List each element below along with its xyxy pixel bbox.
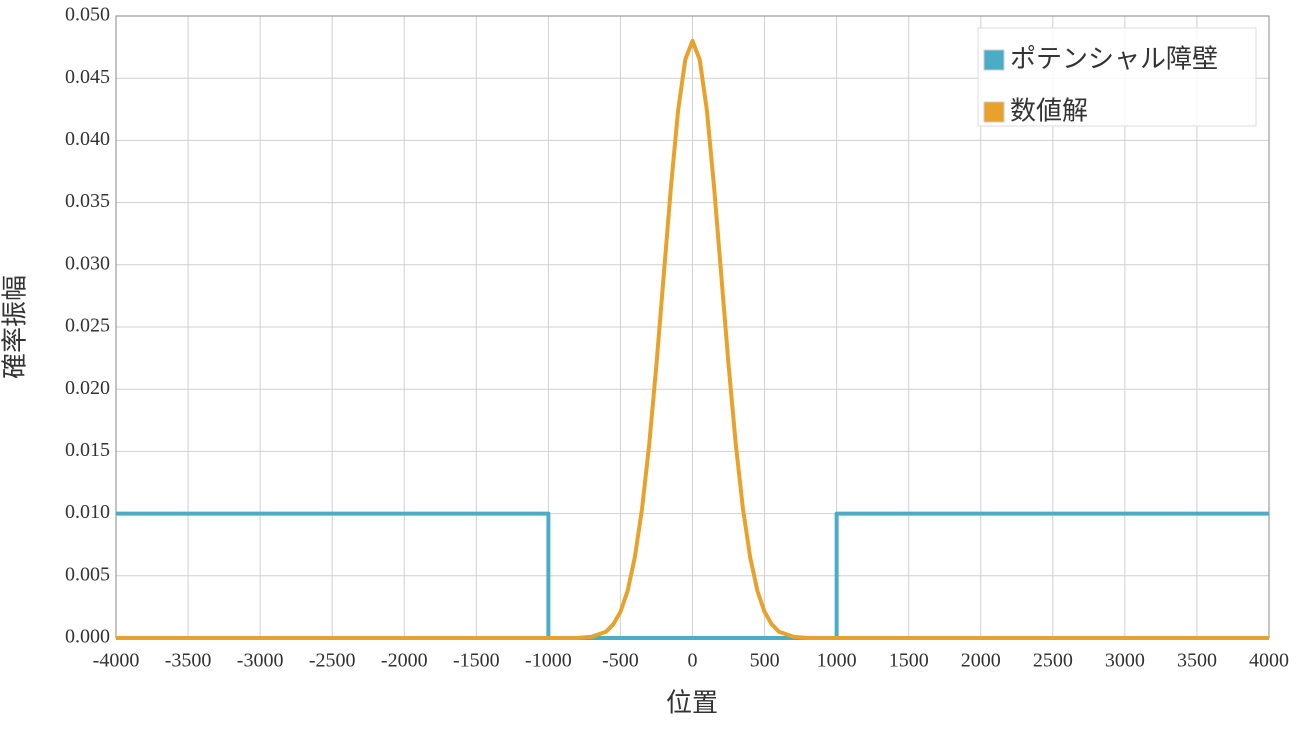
x-tick-label: -3500 xyxy=(165,650,212,672)
legend-label: 数値解 xyxy=(1010,97,1088,127)
y-tick-label: 0.025 xyxy=(65,315,110,337)
x-axis-label: 位置 xyxy=(666,689,718,719)
x-tick-label: -1500 xyxy=(453,650,500,672)
legend-label: ポテンシャル障壁 xyxy=(1010,45,1218,75)
x-tick-label: -2500 xyxy=(309,650,356,672)
legend-box xyxy=(977,27,1257,127)
y-tick-label: 0.030 xyxy=(65,252,110,274)
y-axis-label: 確率振幅 xyxy=(1,275,31,379)
y-tick-label: 0.035 xyxy=(65,190,110,212)
legend-swatch xyxy=(983,101,1005,123)
y-tick-label: 0.050 xyxy=(65,4,110,26)
series-line xyxy=(116,511,1269,640)
x-tick-label: -4000 xyxy=(93,650,140,672)
y-tick-label: 0.015 xyxy=(65,439,110,461)
y-tick-label: 0.040 xyxy=(65,128,110,150)
y-tick-label: 0.000 xyxy=(65,626,110,648)
x-tick-label: 4000 xyxy=(1249,650,1289,672)
x-tick-label: 0 xyxy=(688,650,698,672)
series-line xyxy=(116,38,1269,640)
y-tick-label: 0.005 xyxy=(65,563,110,585)
legend-swatch xyxy=(983,49,1005,71)
x-tick-label: 3000 xyxy=(1105,650,1145,672)
x-tick-label: 2500 xyxy=(1033,650,1073,672)
x-tick-label: -500 xyxy=(602,650,639,672)
x-tick-label: 500 xyxy=(750,650,780,672)
x-tick-label: -2000 xyxy=(381,650,428,672)
x-tick-label: 3500 xyxy=(1177,650,1217,672)
y-tick-label: 0.020 xyxy=(65,377,110,399)
x-tick-label: 2000 xyxy=(961,650,1001,672)
x-tick-label: 1500 xyxy=(889,650,929,672)
x-tick-label: -1000 xyxy=(525,650,572,672)
x-tick-label: -3000 xyxy=(237,650,284,672)
y-tick-label: 0.045 xyxy=(65,66,110,88)
y-tick-label: 0.010 xyxy=(65,501,110,523)
x-tick-label: 1000 xyxy=(817,650,857,672)
